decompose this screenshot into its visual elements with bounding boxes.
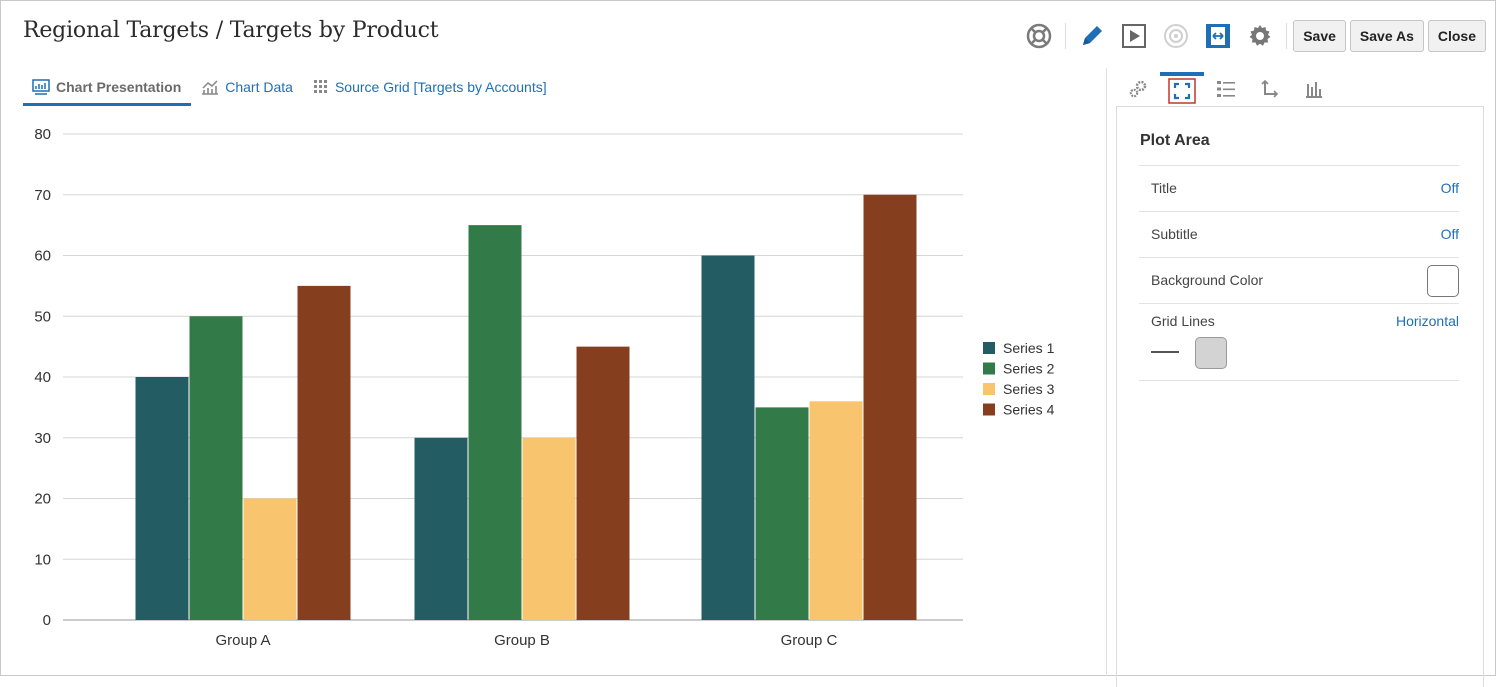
bar bbox=[189, 316, 243, 620]
background-color-label: Background Color bbox=[1151, 272, 1264, 288]
gears-icon bbox=[1129, 80, 1147, 98]
x-tick-label: Group B bbox=[494, 632, 550, 649]
grid-line-style[interactable] bbox=[1151, 351, 1179, 353]
save-as-button[interactable]: Save As bbox=[1349, 20, 1424, 52]
bar bbox=[414, 437, 468, 620]
legend-swatch bbox=[983, 383, 995, 395]
toolbar-separator bbox=[1286, 23, 1288, 49]
toolbar-separator bbox=[1065, 23, 1067, 49]
legend-swatch bbox=[983, 342, 995, 354]
edit-pencil-icon[interactable] bbox=[1076, 20, 1108, 52]
bar bbox=[243, 498, 297, 620]
properties-tabs bbox=[1116, 72, 1336, 106]
properties-panel: Plot Area Title Off Subtitle Off Backgro… bbox=[1116, 106, 1484, 687]
legend-label: Series 1 bbox=[1003, 340, 1055, 356]
chart-presentation-icon bbox=[32, 78, 50, 95]
y-tick-label: 40 bbox=[34, 369, 51, 386]
y-tick-label: 50 bbox=[34, 308, 51, 325]
y-tick-label: 30 bbox=[34, 430, 51, 447]
tab-source-grid[interactable]: Source Grid [Targets by Accounts] bbox=[303, 70, 557, 103]
panel-divider bbox=[1106, 68, 1107, 676]
grid-lines-label: Grid Lines bbox=[1151, 313, 1215, 329]
y-tick-label: 20 bbox=[34, 491, 51, 508]
grid-icon bbox=[313, 79, 327, 93]
legend-label: Series 2 bbox=[1003, 361, 1055, 377]
tab-legend[interactable] bbox=[1204, 72, 1248, 106]
legend-label: Series 4 bbox=[1003, 402, 1055, 418]
gear-icon[interactable] bbox=[1244, 20, 1276, 52]
tab-plot-area[interactable] bbox=[1160, 72, 1204, 106]
y-tick-label: 80 bbox=[34, 126, 51, 143]
tab-series[interactable] bbox=[1292, 72, 1336, 106]
bar bbox=[863, 194, 917, 620]
bar bbox=[297, 285, 351, 620]
grid-line-color-swatch[interactable] bbox=[1195, 337, 1227, 369]
subtitle-row: Subtitle Off bbox=[1139, 211, 1459, 258]
bar bbox=[468, 225, 522, 620]
tab-chart-presentation[interactable]: Chart Presentation bbox=[23, 70, 192, 106]
x-tick-label: Group C bbox=[781, 632, 838, 649]
panel-title: Plot Area bbox=[1140, 132, 1210, 149]
target-icon[interactable] bbox=[1160, 20, 1192, 52]
subtitle-toggle[interactable]: Off bbox=[1440, 226, 1459, 242]
tab-general-settings[interactable] bbox=[1116, 72, 1160, 106]
help-icon[interactable] bbox=[1023, 20, 1055, 52]
axis-icon bbox=[1261, 79, 1279, 98]
bar bbox=[701, 255, 755, 620]
toolbar: Save Save As Close bbox=[1013, 20, 1486, 52]
bar bbox=[135, 377, 189, 620]
tab-chart-data[interactable]: Chart Data bbox=[191, 70, 303, 103]
chart-data-icon bbox=[202, 79, 219, 95]
close-button[interactable]: Close bbox=[1427, 20, 1486, 52]
page-title: Regional Targets / Targets by Product bbox=[23, 18, 439, 43]
bar bbox=[755, 407, 809, 620]
subtitle-label: Subtitle bbox=[1151, 226, 1198, 242]
tab-axis[interactable] bbox=[1248, 72, 1292, 106]
chart-area: 0 10 20 30 40 50 60 70 80 Group A Group B Group C Se… bbox=[23, 115, 1083, 660]
save-button[interactable]: Save bbox=[1293, 20, 1346, 52]
bar-chart: 0 10 20 30 40 50 60 70 80 Group A Group B Group C Se… bbox=[34, 126, 1055, 649]
bar bbox=[809, 401, 863, 620]
plot-area-icon bbox=[1168, 78, 1196, 104]
title-toggle[interactable]: Off bbox=[1440, 180, 1459, 196]
title-label: Title bbox=[1151, 180, 1177, 196]
grid-lines-row: Grid Lines Horizontal bbox=[1139, 303, 1459, 381]
tab-label: Chart Data bbox=[225, 78, 293, 95]
bar-chart-icon bbox=[1306, 82, 1322, 98]
y-tick-label: 60 bbox=[34, 248, 51, 265]
title-row: Title Off bbox=[1139, 165, 1459, 212]
view-tabs: Chart Presentation Chart Data Source Gri… bbox=[23, 70, 557, 106]
x-tick-label: Group A bbox=[215, 632, 270, 649]
y-tick-label: 70 bbox=[34, 187, 51, 204]
bar bbox=[522, 437, 576, 620]
tab-label: Chart Presentation bbox=[56, 78, 182, 95]
grid-lines-orientation[interactable]: Horizontal bbox=[1395, 313, 1459, 329]
legend-swatch bbox=[983, 403, 995, 416]
tab-label: Source Grid [Targets by Accounts] bbox=[334, 78, 547, 95]
y-tick-label: 0 bbox=[43, 612, 51, 629]
fit-width-icon[interactable] bbox=[1202, 20, 1234, 52]
y-tick-label: 10 bbox=[34, 551, 51, 568]
legend-swatch bbox=[983, 362, 995, 375]
play-icon[interactable] bbox=[1118, 20, 1150, 52]
bar bbox=[576, 346, 630, 620]
legend-label: Series 3 bbox=[1003, 381, 1055, 397]
background-color-swatch[interactable] bbox=[1427, 265, 1459, 297]
background-color-row: Background Color bbox=[1139, 257, 1459, 304]
list-icon bbox=[1217, 81, 1235, 97]
